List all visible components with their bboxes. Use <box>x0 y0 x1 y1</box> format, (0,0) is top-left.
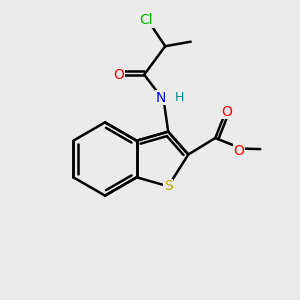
Text: Cl: Cl <box>140 13 153 27</box>
Text: O: O <box>113 68 124 82</box>
Text: S: S <box>164 179 172 193</box>
Text: H: H <box>175 91 184 104</box>
Text: O: O <box>221 105 232 118</box>
Text: N: N <box>156 91 166 105</box>
Text: O: O <box>234 144 244 158</box>
